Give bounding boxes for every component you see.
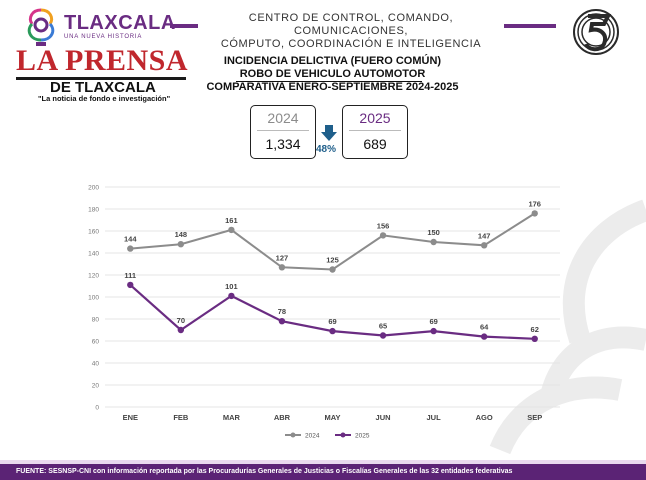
- data-label-2025: 69: [429, 317, 437, 326]
- x-tick-label: SEP: [527, 413, 542, 422]
- data-label-2024: 147: [478, 231, 491, 240]
- legend-marker-2024: [290, 432, 296, 438]
- data-point-2025: [177, 326, 185, 334]
- x-tick-label: JUN: [376, 413, 391, 422]
- data-point-2024: [278, 264, 286, 271]
- data-point-2025: [480, 333, 488, 340]
- summary-value-2025: 689: [363, 136, 387, 152]
- data-label-2025: 70: [177, 316, 185, 325]
- data-point-2025: [127, 281, 134, 289]
- data-point-2024: [379, 232, 387, 239]
- center-title-line-2: CÓMPUTO, COORDINACIÓN E INTELIGENCIA: [220, 38, 482, 50]
- data-point-2025: [228, 292, 235, 300]
- data-label-2025: 101: [225, 282, 238, 291]
- summary-year-2025: 2025: [359, 110, 391, 126]
- newspaper-tagline: "La noticia de fondo e investigación": [38, 94, 171, 103]
- data-label-2025: 65: [379, 322, 387, 331]
- legend-marker-2025: [340, 432, 346, 438]
- x-tick-label: ENE: [123, 413, 138, 422]
- data-label-2024: 127: [276, 253, 289, 262]
- report-title-underline: [236, 81, 422, 82]
- newspaper-rule: [16, 77, 186, 80]
- data-label-2025: 64: [480, 323, 489, 332]
- data-point-2025: [278, 318, 286, 325]
- data-point-2025: [430, 327, 437, 335]
- data-label-2025: 62: [531, 325, 539, 334]
- data-point-2024: [531, 210, 538, 217]
- header-bar-left: [170, 24, 198, 28]
- data-point-2024: [177, 241, 185, 248]
- report-title: INCIDENCIA DELICTIVA (FUERO COMÚN) ROBO …: [190, 55, 475, 94]
- footer-stripe: [0, 460, 646, 464]
- y-tick-label: 60: [92, 339, 100, 346]
- y-tick-label: 40: [92, 361, 100, 368]
- brand-title: TLAXCALA: [64, 12, 176, 34]
- data-label-2024: 156: [377, 221, 390, 230]
- data-label-2024: 144: [124, 235, 137, 244]
- y-tick-label: 200: [88, 185, 99, 192]
- data-point-2024: [228, 226, 235, 234]
- center-title: CENTRO DE CONTROL, COMANDO, COMUNICACION…: [200, 12, 502, 51]
- header-bar-right: [504, 24, 556, 28]
- y-tick-label: 80: [92, 317, 100, 324]
- summary-year-2024: 2024: [267, 110, 299, 126]
- summary-box-2025: 2025 689: [342, 105, 408, 159]
- x-tick-label: FEB: [173, 413, 189, 422]
- data-point-2024: [430, 238, 437, 246]
- y-tick-label: 120: [88, 273, 99, 280]
- y-tick-label: 180: [88, 207, 99, 214]
- data-label-2024: 176: [528, 199, 541, 208]
- tlaxcala-emblem-icon: [27, 8, 55, 46]
- x-tick-label: AGO: [476, 413, 493, 422]
- summary-divider: [349, 130, 401, 131]
- summary-box-2024: 2024 1,334: [250, 105, 316, 159]
- newspaper-name-sub: DE TLAXCALA: [50, 79, 156, 96]
- data-label-2025: 78: [278, 307, 286, 316]
- x-tick-label: ABR: [274, 413, 291, 422]
- data-point-2025: [531, 335, 538, 342]
- brand-subtitle: UNA NUEVA HISTORIA: [64, 34, 143, 40]
- line-chart: 0 20 40 60 80 100 120 140 160 180 200 ENE FEB MAR ABR M…: [88, 185, 560, 440]
- newspaper-name: LA PRENSA: [16, 44, 189, 77]
- report-title-line-1: INCIDENCIA DELICTIVA (FUERO COMÚN): [223, 55, 442, 67]
- data-point-2025: [329, 327, 336, 335]
- data-point-2025: [379, 332, 387, 339]
- legend-label-2025: 2025: [355, 433, 370, 440]
- c5-logo-icon: [573, 9, 619, 55]
- data-label-2024: 161: [225, 216, 238, 225]
- data-label-2024: 125: [326, 256, 339, 265]
- y-tick-label: 0: [95, 405, 99, 412]
- y-tick-label: 140: [88, 251, 99, 258]
- y-tick-label: 100: [88, 295, 99, 302]
- arrow-down-icon: [321, 125, 337, 141]
- data-label-2024: 150: [427, 228, 440, 237]
- y-tick-label: 160: [88, 229, 99, 236]
- data-point-2024: [480, 242, 488, 249]
- change-percent: 48%: [316, 144, 337, 155]
- x-tick-label: JUL: [427, 413, 442, 422]
- x-tick-label: MAY: [325, 413, 341, 422]
- report-title-line-3: COMPARATIVA ENERO-SEPTIEMBRE 2024-2025: [206, 81, 459, 93]
- data-label-2025: 111: [124, 271, 136, 280]
- y-tick-label: 20: [92, 383, 100, 390]
- summary-divider: [257, 130, 309, 131]
- report-title-line-2: ROBO DE VEHICULO AUTOMOTOR: [239, 68, 426, 80]
- legend-label-2024: 2024: [305, 433, 320, 440]
- data-point-2024: [329, 266, 336, 273]
- center-title-line-1: CENTRO DE CONTROL, COMANDO, COMUNICACION…: [248, 12, 454, 37]
- data-label-2024: 148: [175, 230, 188, 239]
- data-label-2025: 69: [328, 317, 336, 326]
- x-tick-label: MAR: [223, 413, 241, 422]
- footer-source: FUENTE: SESNSP-CNI con información repor…: [0, 464, 646, 480]
- data-point-2024: [127, 245, 134, 252]
- summary-value-2024: 1,334: [265, 136, 301, 152]
